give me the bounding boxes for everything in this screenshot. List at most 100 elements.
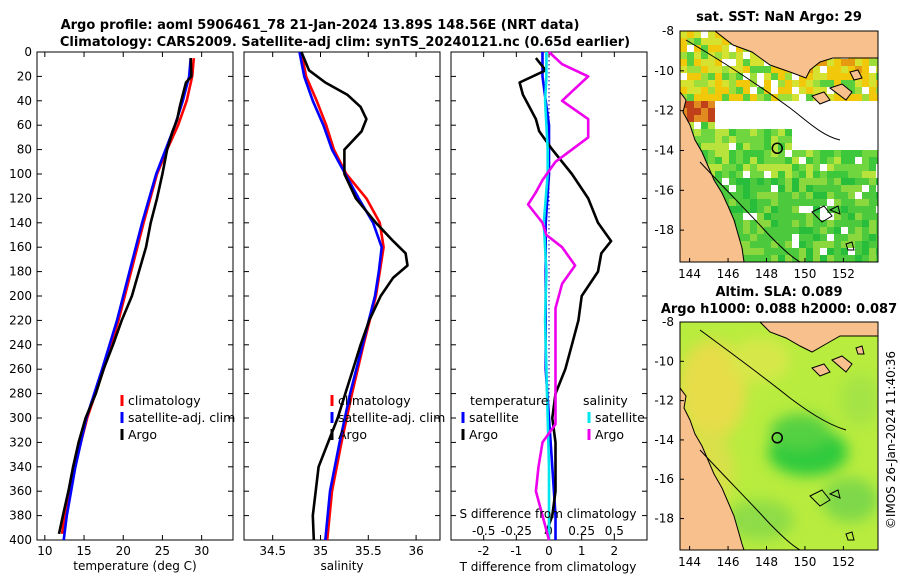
sst-map-panel: sat. SST: NaN Argo: 29 144 146 148 150 152 -8… (654, 10, 879, 281)
sst-cell (785, 129, 792, 136)
series-line-temperature-argo (518, 57, 613, 535)
sst-cell (792, 220, 799, 227)
sst-cell (736, 213, 743, 220)
s-axis-tick-label: 0.25 (568, 524, 595, 538)
coral-cays (809, 489, 855, 541)
sst-cell (764, 73, 771, 80)
sst-cell (743, 80, 750, 87)
sst-cell (694, 45, 701, 52)
x-tick-label: 25 (155, 544, 170, 558)
sst-cell (806, 248, 813, 255)
sst-cell (876, 213, 878, 220)
sst-cell (806, 150, 813, 157)
sst-shelf-contour (699, 161, 801, 262)
sst-cell (694, 136, 701, 143)
sst-cell (813, 178, 820, 185)
sst-cell (813, 234, 820, 241)
y-tick-label: 140 (9, 216, 32, 230)
series-line-satellite-adj-clim (298, 51, 384, 541)
sst-cell (771, 73, 778, 80)
series-line-argo (57, 58, 193, 535)
sst-cell (806, 171, 813, 178)
sst-cell (806, 192, 813, 199)
sst-cell (841, 150, 848, 157)
sst-cell (778, 241, 785, 248)
sst-cell (764, 164, 771, 171)
difference-legend: temperature satellite Argo salinity sate… (461, 393, 645, 442)
sst-cell (715, 157, 722, 164)
sst-cell (820, 59, 827, 66)
sst-cell (820, 227, 827, 234)
sst-cell (813, 255, 820, 262)
sst-cell (771, 129, 778, 136)
sst-cell (764, 136, 771, 143)
sst-cell (848, 66, 855, 73)
sst-cell (722, 143, 729, 150)
map-x-tick-label: 150 (793, 267, 816, 281)
sst-cell (799, 80, 806, 87)
sst-cell (743, 143, 750, 150)
y-tick-label: 100 (9, 167, 32, 181)
sst-cell (869, 171, 876, 178)
sst-cell (841, 66, 848, 73)
sst-cell (694, 87, 701, 94)
y-tick-label: 300 (9, 411, 32, 425)
sst-cell (855, 164, 862, 171)
sst-cell (869, 206, 876, 213)
sst-cell (701, 73, 708, 80)
sst-cell (722, 66, 729, 73)
series-line-argo (300, 51, 409, 541)
sst-cell (743, 185, 750, 192)
sst-cell (708, 143, 715, 150)
sst-cell (785, 94, 792, 101)
y-tick-label: 160 (9, 240, 32, 254)
x-tick-label: 2 (611, 544, 619, 558)
sst-cell (792, 94, 799, 101)
sst-cell (701, 52, 708, 59)
map-y-tick-label: -12 (654, 394, 674, 408)
sst-cell (778, 136, 785, 143)
sst-cell (792, 192, 799, 199)
sst-cell (701, 122, 708, 129)
sst-cell (764, 248, 771, 255)
sst-cell (778, 234, 785, 241)
sst-cell (694, 31, 701, 38)
sst-cell (764, 213, 771, 220)
sst-cell (876, 59, 878, 66)
sst-cell (834, 234, 841, 241)
sst-map-frame (679, 30, 879, 263)
sst-cell (722, 52, 729, 59)
png-coast-land (759, 322, 878, 353)
sst-cell (806, 178, 813, 185)
sst-cell (813, 227, 820, 234)
sst-cell (708, 157, 715, 164)
sst-cell (827, 192, 834, 199)
sst-cell (757, 143, 764, 150)
sst-cell (834, 150, 841, 157)
sst-cell (834, 185, 841, 192)
sst-cell (785, 192, 792, 199)
sst-cell (715, 136, 722, 143)
sst-cell (848, 199, 855, 206)
salinity-xlabel: salinity (320, 559, 363, 573)
legend-t-argo-label: Argo (469, 427, 498, 442)
sst-cell (701, 45, 708, 52)
sst-cell (729, 178, 736, 185)
sst-cell (750, 143, 757, 150)
sst-cell (834, 157, 841, 164)
sst-cell (743, 199, 750, 206)
sst-cell (841, 220, 848, 227)
sst-cell (743, 66, 750, 73)
sst-cell (680, 45, 687, 52)
sst-cell (722, 164, 729, 171)
sst-cell (813, 87, 820, 94)
sst-cell (715, 164, 722, 171)
figure-title-1: Argo profile: aoml 5906461_78 21-Jan-202… (61, 18, 580, 33)
sst-cell (792, 157, 799, 164)
sst-cell (869, 80, 876, 87)
sst-cell (820, 234, 827, 241)
sst-cell (715, 38, 722, 45)
sst-cell (750, 73, 757, 80)
sst-cell (701, 59, 708, 66)
sst-cell (806, 199, 813, 206)
